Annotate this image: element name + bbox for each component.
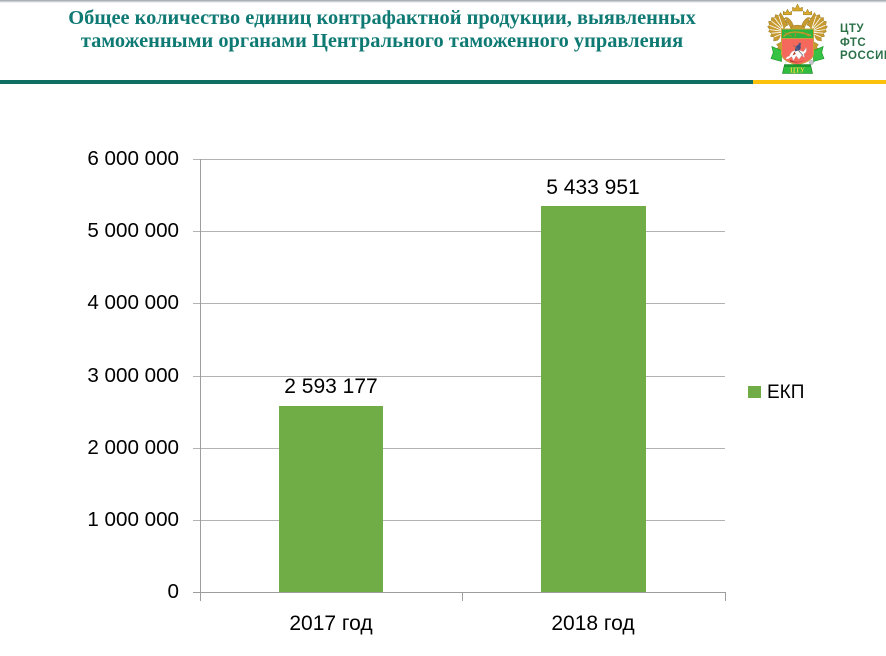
svg-text:ЦТУ: ЦТУ bbox=[790, 68, 805, 75]
